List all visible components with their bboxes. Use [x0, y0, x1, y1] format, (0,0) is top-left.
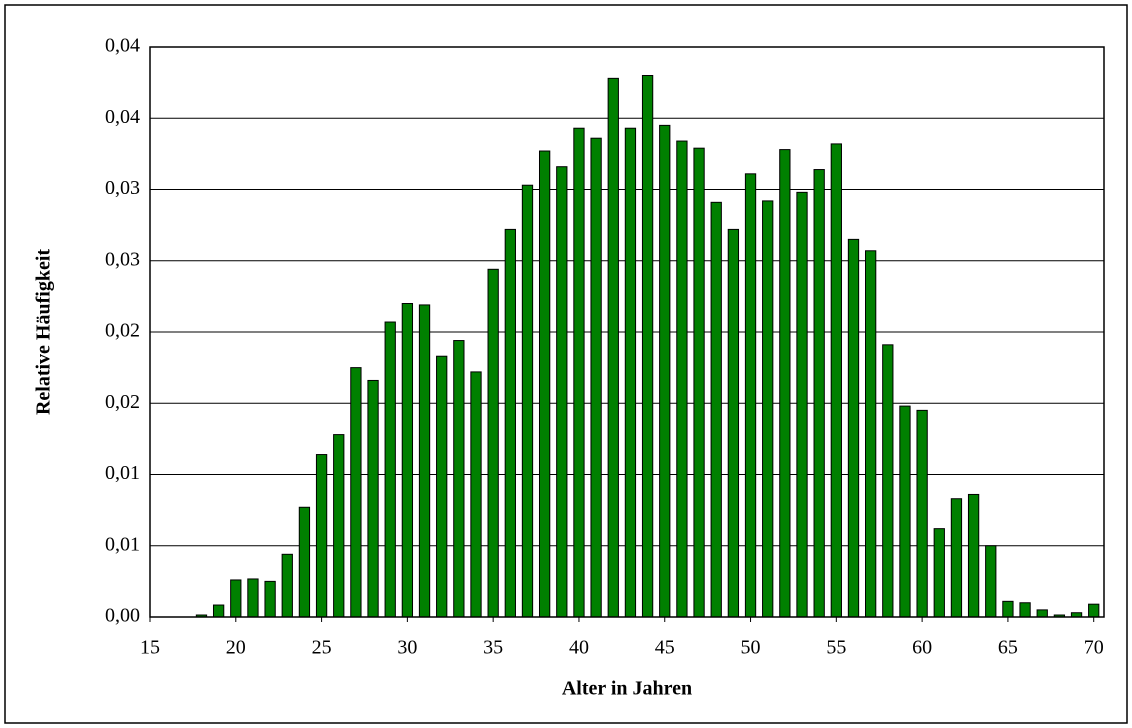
bar [538, 150, 551, 618]
x-tick-label: 30 [397, 637, 417, 659]
bar [830, 143, 842, 618]
bar [556, 166, 568, 618]
bar [659, 124, 671, 618]
bar [882, 344, 894, 618]
bar [264, 580, 276, 618]
bar [865, 250, 877, 618]
x-tick-label: 40 [569, 637, 589, 659]
bar [710, 201, 722, 618]
x-axis-title: Alter in Jahren [562, 678, 692, 700]
bar [1088, 603, 1100, 618]
bar [967, 493, 980, 618]
y-tick-label: 0,01 [105, 533, 140, 555]
x-tick-label: 50 [741, 637, 761, 659]
bar [418, 304, 431, 618]
x-tick-label: 65 [998, 637, 1018, 659]
bar [847, 238, 860, 618]
x-tick-label: 25 [312, 637, 332, 659]
bar [333, 434, 345, 618]
y-tick-label: 0,02 [105, 320, 140, 342]
bar [590, 137, 602, 618]
bar [401, 303, 414, 618]
x-tick-label: 55 [826, 637, 846, 659]
bar [641, 75, 654, 618]
bar [779, 149, 791, 618]
bar [504, 228, 516, 618]
bar [470, 371, 482, 618]
x-tick-label: 35 [483, 637, 503, 659]
bar [1002, 600, 1014, 618]
bar [350, 367, 362, 618]
bar [916, 409, 928, 618]
bar [573, 127, 585, 618]
bar [933, 528, 945, 618]
bar [985, 545, 997, 618]
y-tick-label: 0,04 [105, 106, 140, 128]
bar [212, 604, 225, 618]
bar [367, 379, 379, 618]
bar [693, 147, 705, 618]
bar [436, 355, 448, 618]
bar [281, 553, 293, 618]
bar [247, 578, 259, 618]
bar [384, 321, 396, 618]
plot-frame [149, 46, 1105, 618]
bar [899, 405, 911, 618]
x-tick-label: 20 [226, 637, 246, 659]
bar [315, 454, 328, 618]
y-tick-label: 0,01 [105, 462, 140, 484]
x-tick-label: 15 [140, 637, 160, 659]
y-tick-label: 0,00 [105, 605, 140, 627]
bar [727, 228, 740, 618]
y-axis-title: Relative Häufigkeit [33, 249, 55, 415]
bar [487, 268, 499, 618]
bar [813, 169, 825, 618]
y-tick-label: 0,03 [105, 248, 140, 270]
bar [624, 127, 637, 618]
bar [607, 77, 619, 618]
y-tick-label: 0,03 [105, 177, 140, 199]
bar [762, 200, 774, 618]
bar [744, 173, 757, 618]
bar [230, 579, 242, 618]
bar [453, 340, 465, 618]
bar [950, 498, 963, 618]
bar [1036, 609, 1048, 618]
x-tick-label: 70 [1084, 637, 1104, 659]
bar [796, 191, 808, 618]
y-tick-label: 0,04 [105, 35, 140, 57]
x-tick-label: 45 [655, 637, 675, 659]
bar [676, 140, 688, 618]
x-tick-label: 60 [912, 637, 932, 659]
bar [521, 184, 534, 618]
bar [1019, 602, 1031, 618]
bar [298, 506, 311, 618]
y-tick-label: 0,02 [105, 391, 140, 413]
